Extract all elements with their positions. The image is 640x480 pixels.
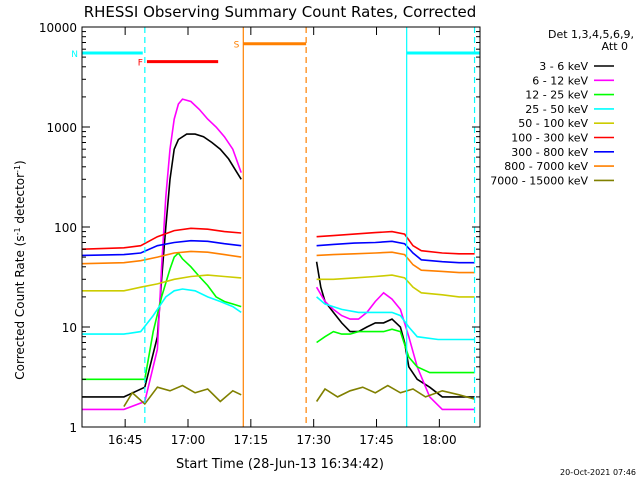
- series-layer: [81, 98, 475, 411]
- legend-label-3-6-kev: 3 - 6 keV: [539, 60, 588, 73]
- x-tick-label-17-45: 17:45: [359, 433, 394, 447]
- series-line-100-300-kev-part-2: [316, 230, 475, 255]
- legend-label-7000-15000-kev: 7000 - 15000 keV: [490, 174, 588, 187]
- series-line-50-100-kev-part-2: [316, 274, 475, 298]
- legend-label-300-800-kev: 300 - 800 keV: [511, 146, 588, 159]
- legend-label-50-100-kev: 50 - 100 keV: [518, 117, 588, 130]
- series-line-6-12-kev-part-2: [315, 286, 475, 411]
- flag-label-n: N: [71, 50, 78, 60]
- y-tick-label-1000: 1000: [46, 121, 77, 135]
- y-tick-label-100: 100: [54, 221, 77, 235]
- y-tick-label-10000: 10000: [39, 21, 77, 35]
- y-tick-label-10: 10: [62, 321, 77, 335]
- series-line-6-12-kev-part-1: [82, 98, 242, 411]
- flag-layer: N F S: [71, 41, 480, 69]
- legend-label-12-25-kev: 12 - 25 keV: [525, 89, 588, 102]
- series-line-12-25-kev-part-1: [82, 251, 242, 381]
- x-tick-label-17-15: 17:15: [234, 433, 269, 447]
- x-tick-label-17-30: 17:30: [296, 433, 331, 447]
- chart-title: RHESSI Observing Summary Count Rates, Co…: [84, 3, 477, 21]
- legend-label-6-12-kev: 6 - 12 keV: [532, 74, 588, 87]
- series-line-7000-15000-kev-part-2: [315, 384, 475, 402]
- series-line-50-100-kev-part-1: [82, 274, 242, 292]
- series-line-25-50-kev-part-1: [82, 288, 242, 335]
- series-line-800-7000-kev-part-2: [316, 251, 475, 274]
- x-tick-label-18-00: 18:00: [422, 433, 457, 447]
- x-tick-label-17-00: 17:00: [171, 433, 206, 447]
- series-line-7000-15000-kev-part-1: [123, 384, 242, 408]
- x-tick-label-16-45: 16:45: [108, 433, 143, 447]
- legend-header-line-2: Att 0: [602, 40, 628, 53]
- series-line-100-300-kev-part-1: [81, 227, 242, 250]
- series-line-800-7000-kev-part-1: [81, 250, 242, 265]
- vertical-marker-layer: [144, 27, 476, 427]
- series-line-300-800-kev-part-1: [81, 239, 242, 257]
- legend-header-line-1: Det 1,3,4,5,6,9,: [548, 28, 634, 41]
- series-line-3-6-kev-part-1: [82, 133, 242, 398]
- y-tick-label-1: 1: [69, 421, 77, 435]
- timestamp: 20-Oct-2021 07:46: [560, 468, 636, 477]
- y-axis-ticks: 1 10 100 1000 10000: [39, 21, 480, 435]
- series-line-25-50-kev-part-2: [316, 296, 475, 341]
- y-axis-label: Corrected Count Rate (s-1 detector-1): [13, 160, 28, 379]
- x-axis-label: Start Time (28-Jun-13 16:34:42): [176, 457, 384, 472]
- flag-label-s: S: [234, 41, 240, 51]
- series-line-12-25-kev-part-2: [316, 328, 475, 374]
- legend-label-800-7000-kev: 800 - 7000 keV: [504, 160, 588, 173]
- series-line-300-800-kev-part-2: [316, 240, 475, 264]
- flag-label-f: F: [138, 59, 143, 69]
- plot-frame: [81, 26, 481, 428]
- series-line-3-6-kev-part-2: [315, 261, 475, 398]
- legend-label-25-50-kev: 25 - 50 keV: [525, 103, 588, 116]
- x-axis-ticks: 16:45 17:00 17:15 17:30 17:45 18:00: [108, 27, 457, 447]
- legend-label-100-300-kev: 100 - 300 keV: [511, 132, 588, 145]
